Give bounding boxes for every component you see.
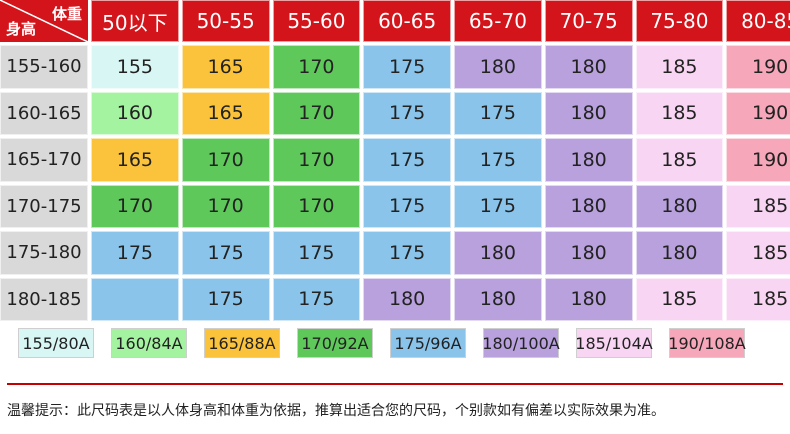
size-cell: 180: [454, 277, 542, 321]
table-corner-header: 体重 身高: [0, 0, 88, 42]
corner-diagonal: [0, 0, 88, 42]
size-cell: 175: [363, 184, 451, 228]
weight-range-header: 70-75: [544, 0, 633, 42]
size-cell: 185: [726, 184, 790, 228]
size-cell: 170: [181, 184, 270, 228]
weight-range-header: 65-70: [454, 0, 542, 42]
size-cell: 175: [91, 231, 179, 275]
size-cell: 170: [272, 184, 361, 228]
size-cell: 175: [363, 45, 451, 89]
legend-item: 170/92A: [297, 328, 373, 358]
size-cell: 190: [726, 91, 790, 135]
weight-range-header: 75-80: [635, 0, 724, 42]
size-chart-table: 体重 身高 50以下 50-55 55-60 60-65 65-70 70-75 75-80…: [0, 0, 790, 321]
legend-item: 165/88A: [204, 328, 280, 358]
height-range-label: 180-185: [0, 277, 88, 321]
size-cell: 180: [544, 184, 633, 228]
tip-text: 温馨提示：此尺码表是以人体身高和体重为依据，推算出适合您的尺码，个别款如有偏差以…: [7, 403, 665, 419]
height-range-label: 170-175: [0, 184, 88, 228]
size-cell: 175: [454, 138, 542, 182]
size-cell: 190: [726, 138, 790, 182]
height-axis-label: 身高: [6, 20, 37, 38]
size-cell: 185: [635, 45, 724, 89]
weight-axis-label: 体重: [51, 5, 82, 23]
size-cell: 175: [454, 184, 542, 228]
size-cell: 175: [363, 91, 451, 135]
size-cell: 175: [272, 277, 361, 321]
height-range-label: 165-170: [0, 138, 88, 182]
size-cell: [91, 277, 179, 321]
legend-item: 180/100A: [482, 328, 560, 358]
legend-item: 155/80A: [18, 328, 94, 358]
weight-range-header: 55-60: [272, 0, 361, 42]
size-cell: 165: [91, 138, 179, 182]
size-cell: 180: [544, 45, 633, 89]
height-range-label: 175-180: [0, 231, 88, 275]
size-cell: 170: [272, 45, 361, 89]
height-range-label: 160-165: [0, 91, 88, 135]
height-range-label: 155-160: [0, 45, 88, 89]
size-cell: 180: [544, 138, 633, 182]
size-cell: 170: [272, 138, 361, 182]
weight-range-header: 80-85: [726, 0, 790, 42]
weight-range-header: 60-65: [363, 0, 451, 42]
size-cell: 180: [635, 184, 724, 228]
size-cell: 185: [635, 91, 724, 135]
weight-range-header: 50-55: [181, 0, 270, 42]
size-cell: 170: [272, 91, 361, 135]
legend-item: 175/96A: [390, 328, 466, 358]
size-cell: 185: [635, 277, 724, 321]
size-cell: 185: [726, 231, 790, 275]
size-cell: 185: [726, 277, 790, 321]
size-cell: 190: [726, 45, 790, 89]
divider-line: [7, 383, 783, 385]
legend-item: 190/108A: [668, 328, 746, 358]
weight-range-header: 50以下: [91, 0, 179, 42]
size-cell: 170: [181, 138, 270, 182]
size-cell: 180: [454, 231, 542, 275]
size-cell: 180: [544, 231, 633, 275]
size-cell: 185: [635, 138, 724, 182]
size-cell: 180: [363, 277, 451, 321]
size-cell: 165: [181, 91, 270, 135]
size-cell: 165: [181, 45, 270, 89]
size-cell: 175: [181, 231, 270, 275]
size-legend: 155/80A 160/84A 165/88A 170/92A 175/96A 180/1…: [18, 328, 778, 362]
size-cell: 175: [181, 277, 270, 321]
size-cell: 180: [544, 91, 633, 135]
size-cell: 160: [91, 91, 179, 135]
legend-item: 160/84A: [111, 328, 187, 358]
size-cell: 175: [363, 138, 451, 182]
size-cell: 180: [635, 231, 724, 275]
legend-item: 185/104A: [575, 328, 653, 358]
size-cell: 175: [363, 231, 451, 275]
size-cell: 170: [91, 184, 179, 228]
size-cell: 175: [454, 91, 542, 135]
size-cell: 180: [544, 277, 633, 321]
size-cell: 180: [454, 45, 542, 89]
size-cell: 175: [272, 231, 361, 275]
size-cell: 155: [91, 45, 179, 89]
